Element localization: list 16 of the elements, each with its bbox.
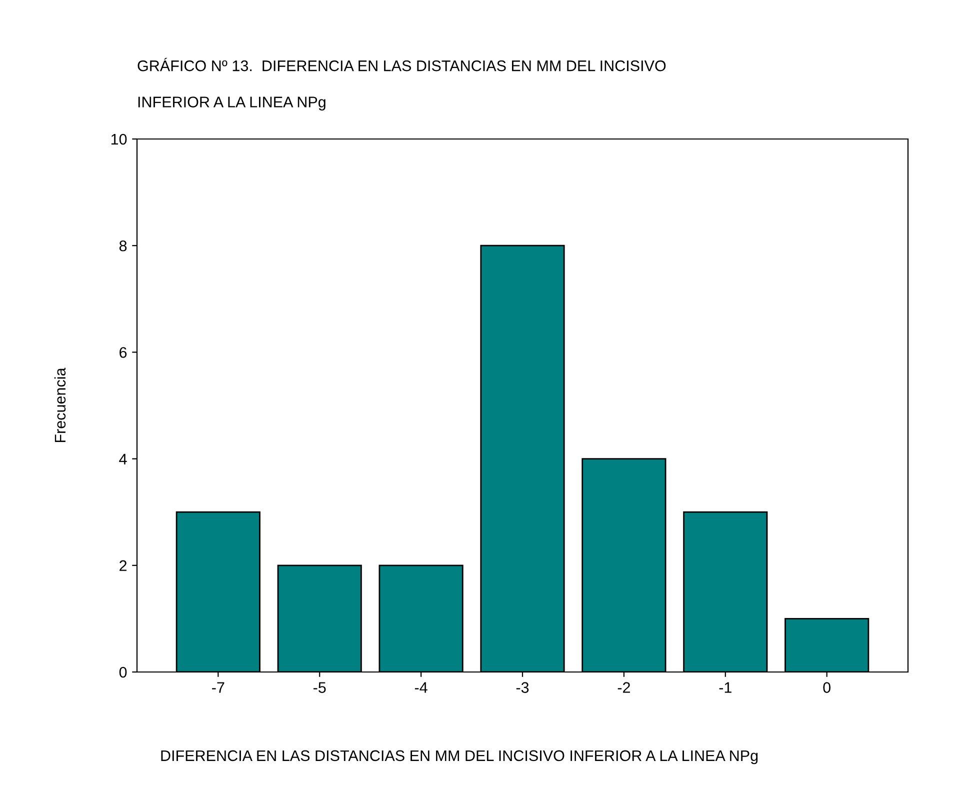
x-tick-label: -5 — [313, 682, 326, 693]
chart-title: GRÁFICO Nº 13. DIFERENCIA EN LAS DISTANCIAS EN MM DEL INCISIVO INFERIOR A LA LINEA NPg — [138, 58, 666, 110]
x-tick-label: -1 — [719, 682, 732, 693]
y-tick-label: 4 — [119, 454, 127, 464]
x-tick-label: -4 — [414, 682, 428, 693]
x-tick-label: -2 — [618, 682, 630, 693]
x-axis-title: DIFERENCIA EN LAS DISTANCIAS EN MM DEL INCISIVO INFERIOR A LA LINEA NPg — [161, 750, 758, 764]
x-tick-label: 0 — [823, 682, 830, 693]
y-tick-label: 2 — [120, 560, 127, 571]
x-tick-label: -3 — [516, 682, 529, 693]
y-axis-title: Frecuencia — [54, 368, 66, 442]
y-tick-label: 10 — [111, 134, 127, 145]
y-tick-label: 0 — [119, 666, 127, 678]
x-tick-label: -7 — [212, 682, 224, 693]
y-tick-label: 8 — [119, 240, 127, 252]
y-tick-label: 6 — [120, 347, 127, 358]
